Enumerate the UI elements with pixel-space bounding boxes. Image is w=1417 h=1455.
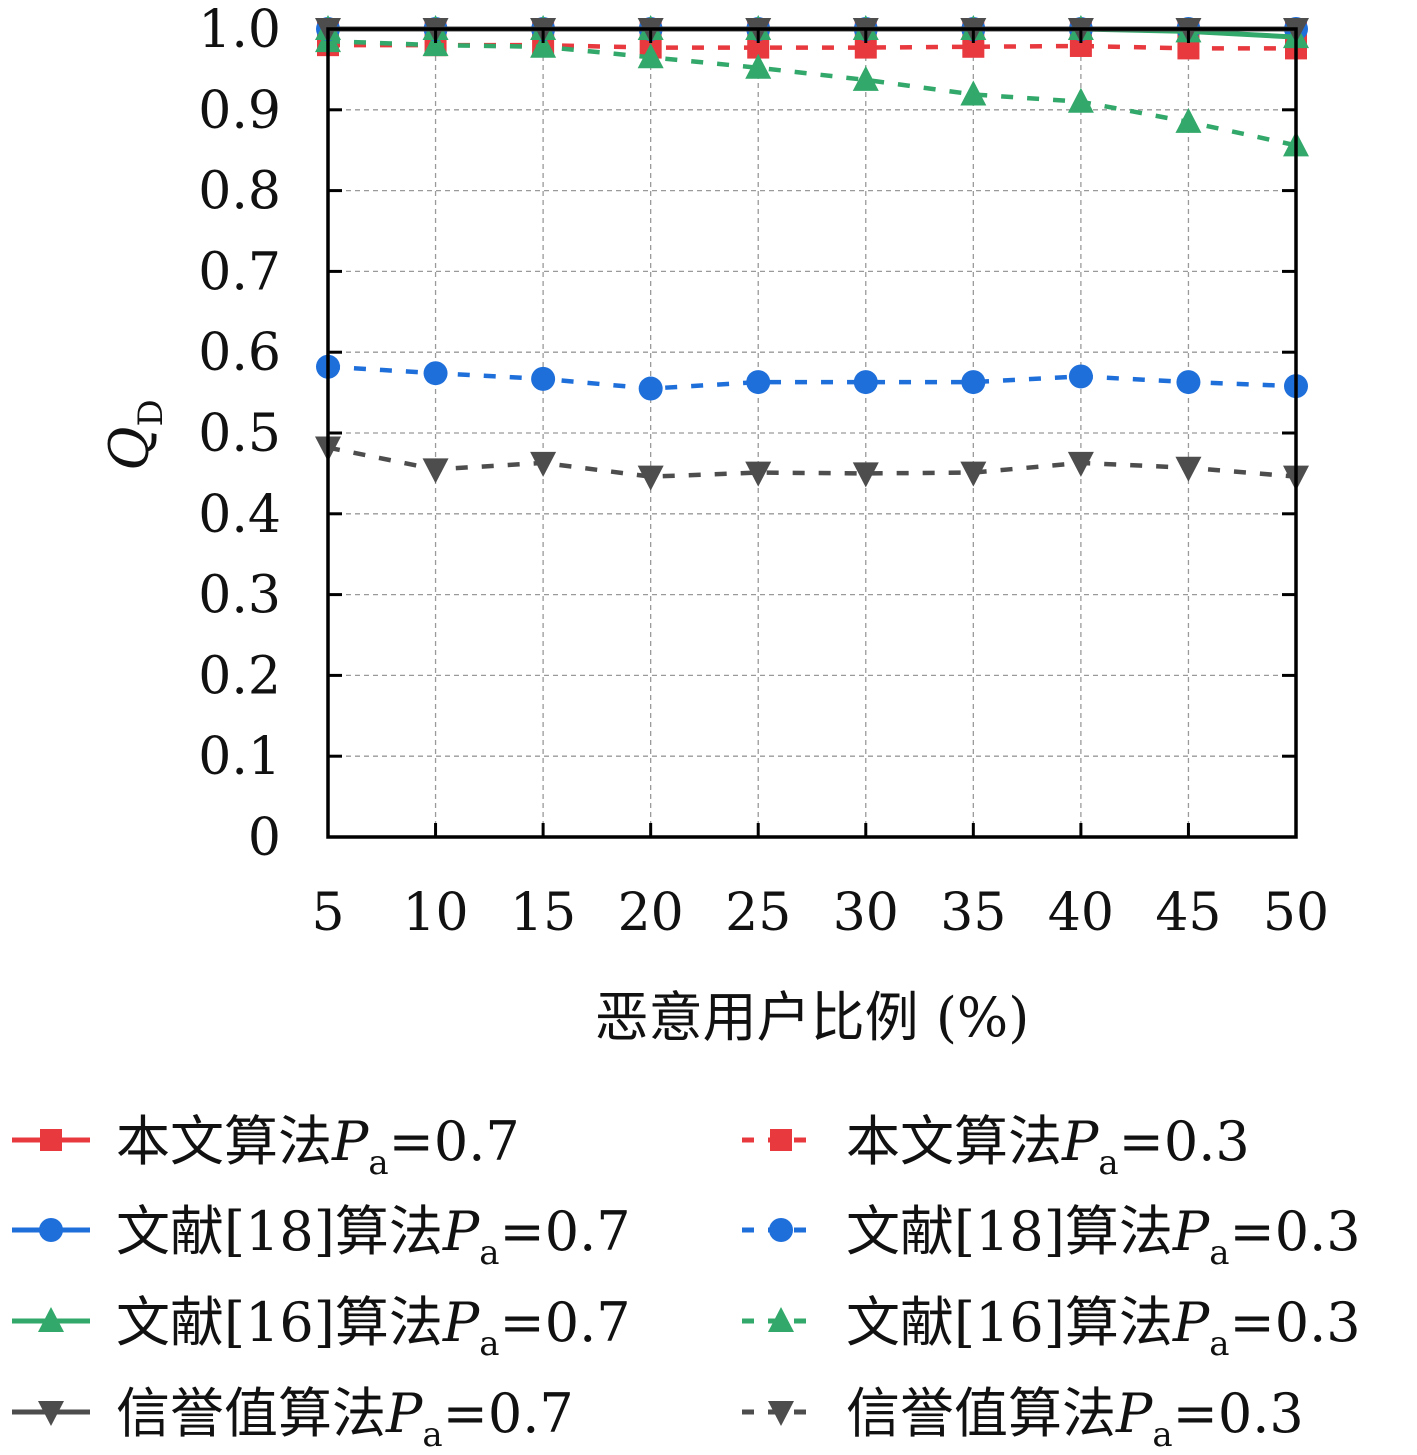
legend-label: 文献[18]算法Pa=0.7 bbox=[116, 1200, 631, 1273]
data-point bbox=[746, 370, 771, 395]
legend-item-2: 文献[18]算法Pa=0.7 bbox=[12, 1200, 631, 1273]
data-point bbox=[1069, 34, 1092, 57]
series-line bbox=[327, 364, 1297, 391]
data-point bbox=[637, 43, 664, 69]
y-tick-label: 0.2 bbox=[198, 646, 281, 706]
series-layer bbox=[315, 15, 1309, 491]
x-tick-label: 15 bbox=[510, 883, 576, 943]
data-point bbox=[747, 36, 770, 59]
legend-swatch-marker bbox=[770, 1129, 792, 1151]
y-tick-label: 0.7 bbox=[198, 242, 281, 302]
data-point bbox=[961, 370, 986, 395]
legend-label: 本文算法Pa=0.3 bbox=[846, 1110, 1250, 1183]
x-tick-label: 40 bbox=[1048, 883, 1114, 943]
legend-swatch-marker bbox=[38, 1307, 64, 1332]
legend-label: 文献[16]算法Pa=0.3 bbox=[846, 1291, 1361, 1364]
axis-labels: 5 10 15 20 25 30 35 40 45 50 0 0.1 0.2 0.3 0.4 0.5 0.6 0.… bbox=[98, 0, 1329, 1049]
legend-item-7: 信誉值算法Pa=0.3 bbox=[742, 1382, 1304, 1455]
legend: 本文算法Pa=0.7 本文算法Pa=0.3 文献[18]算法Pa=0.7 文献[18]… bbox=[12, 1110, 1361, 1455]
legend-swatch-marker bbox=[39, 1218, 63, 1242]
x-tick-label: 30 bbox=[833, 883, 899, 943]
y-axis-title: QD bbox=[98, 399, 171, 471]
y-tick-label: 0.6 bbox=[198, 323, 281, 383]
data-point bbox=[531, 366, 556, 391]
data-point bbox=[530, 451, 557, 477]
data-point bbox=[745, 53, 772, 79]
y-tick-label: 0.5 bbox=[198, 404, 281, 464]
x-tick-label: 50 bbox=[1263, 883, 1329, 943]
legend-swatch-marker bbox=[38, 1401, 64, 1426]
series-line bbox=[327, 38, 1297, 148]
series-5 bbox=[315, 27, 1309, 157]
x-axis-title: 恶意用户比例 (%) bbox=[595, 986, 1030, 1049]
data-point bbox=[1175, 107, 1202, 133]
legend-item-6: 信誉值算法Pa=0.7 bbox=[12, 1382, 574, 1455]
legend-swatch-marker bbox=[769, 1218, 793, 1242]
y-tick-label: 1.0 bbox=[198, 0, 281, 60]
y-tick-label: 0.8 bbox=[198, 162, 281, 222]
data-point bbox=[854, 36, 877, 59]
data-point bbox=[1176, 370, 1201, 395]
data-point bbox=[852, 65, 879, 91]
y-tick-label: 0.1 bbox=[198, 727, 281, 787]
legend-item-3: 文献[18]算法Pa=0.3 bbox=[742, 1200, 1361, 1273]
data-point bbox=[960, 80, 987, 106]
data-point bbox=[1067, 87, 1094, 113]
legend-label: 文献[18]算法Pa=0.3 bbox=[846, 1200, 1361, 1273]
legend-item-4: 文献[16]算法Pa=0.7 bbox=[12, 1291, 631, 1364]
legend-label: 信誉值算法Pa=0.3 bbox=[846, 1382, 1304, 1455]
data-point bbox=[745, 461, 772, 487]
data-point bbox=[423, 361, 448, 386]
x-tick-label: 20 bbox=[618, 883, 684, 943]
legend-item-0: 本文算法Pa=0.7 bbox=[12, 1110, 520, 1183]
y-tick-label: 0.3 bbox=[198, 566, 281, 626]
data-point bbox=[853, 370, 878, 395]
y-tick-label: 0.9 bbox=[198, 81, 281, 141]
data-point bbox=[1067, 451, 1094, 477]
data-point bbox=[530, 32, 557, 58]
data-point bbox=[962, 35, 985, 58]
legend-swatch-marker bbox=[40, 1129, 62, 1151]
y-tick-label: 0 bbox=[248, 808, 281, 868]
x-tick-label: 5 bbox=[311, 883, 344, 943]
legend-item-5: 文献[16]算法Pa=0.3 bbox=[742, 1291, 1361, 1364]
series-line bbox=[327, 445, 1297, 479]
grid bbox=[327, 28, 1297, 838]
data-point bbox=[637, 465, 664, 491]
x-tick-label: 35 bbox=[940, 883, 1006, 943]
axis-ticks bbox=[326, 27, 1298, 839]
x-tick-label: 25 bbox=[725, 883, 791, 943]
legend-label: 文献[16]算法Pa=0.7 bbox=[116, 1291, 631, 1364]
data-point bbox=[422, 458, 449, 484]
legend-item-1: 本文算法Pa=0.3 bbox=[742, 1110, 1250, 1183]
x-tick-label: 45 bbox=[1155, 883, 1221, 943]
legend-label: 信誉值算法Pa=0.7 bbox=[116, 1382, 574, 1455]
data-point bbox=[638, 376, 663, 401]
data-point bbox=[960, 461, 987, 487]
series-3 bbox=[316, 354, 1308, 401]
series-line bbox=[328, 42, 1296, 51]
data-point bbox=[852, 462, 879, 488]
data-point bbox=[1175, 456, 1202, 482]
data-point bbox=[1068, 364, 1093, 389]
x-tick-label: 10 bbox=[402, 883, 468, 943]
y-tick-label: 0.4 bbox=[198, 485, 281, 545]
data-point bbox=[1177, 37, 1200, 60]
legend-label: 本文算法Pa=0.7 bbox=[116, 1110, 520, 1183]
legend-swatch-marker bbox=[768, 1307, 794, 1332]
data-point bbox=[422, 31, 449, 57]
legend-swatch-marker bbox=[768, 1401, 794, 1426]
series-7 bbox=[315, 436, 1309, 491]
